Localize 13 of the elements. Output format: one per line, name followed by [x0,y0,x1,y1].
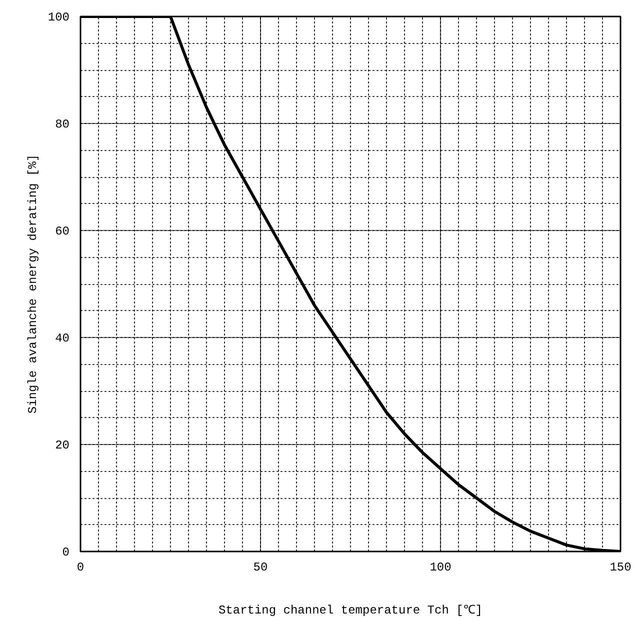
line-series [80,16,620,552]
y-axis-title: Single avalanche energy derating [%] [26,154,40,414]
y-tick-label: 0 [62,546,70,560]
x-tick-label: 0 [76,560,84,574]
y-tick-label: 60 [55,224,70,238]
y-tick-label: 40 [55,332,70,346]
y-tick-label: 100 [48,10,70,24]
y-tick-label: 80 [55,118,70,132]
x-tick-label: 50 [253,560,268,574]
x-tick-label: 100 [430,560,452,574]
y-tick-label: 20 [55,438,70,452]
x-tick-label: 150 [610,560,632,574]
x-axis-title: Starting channel temperature Tch [℃] [218,604,483,618]
